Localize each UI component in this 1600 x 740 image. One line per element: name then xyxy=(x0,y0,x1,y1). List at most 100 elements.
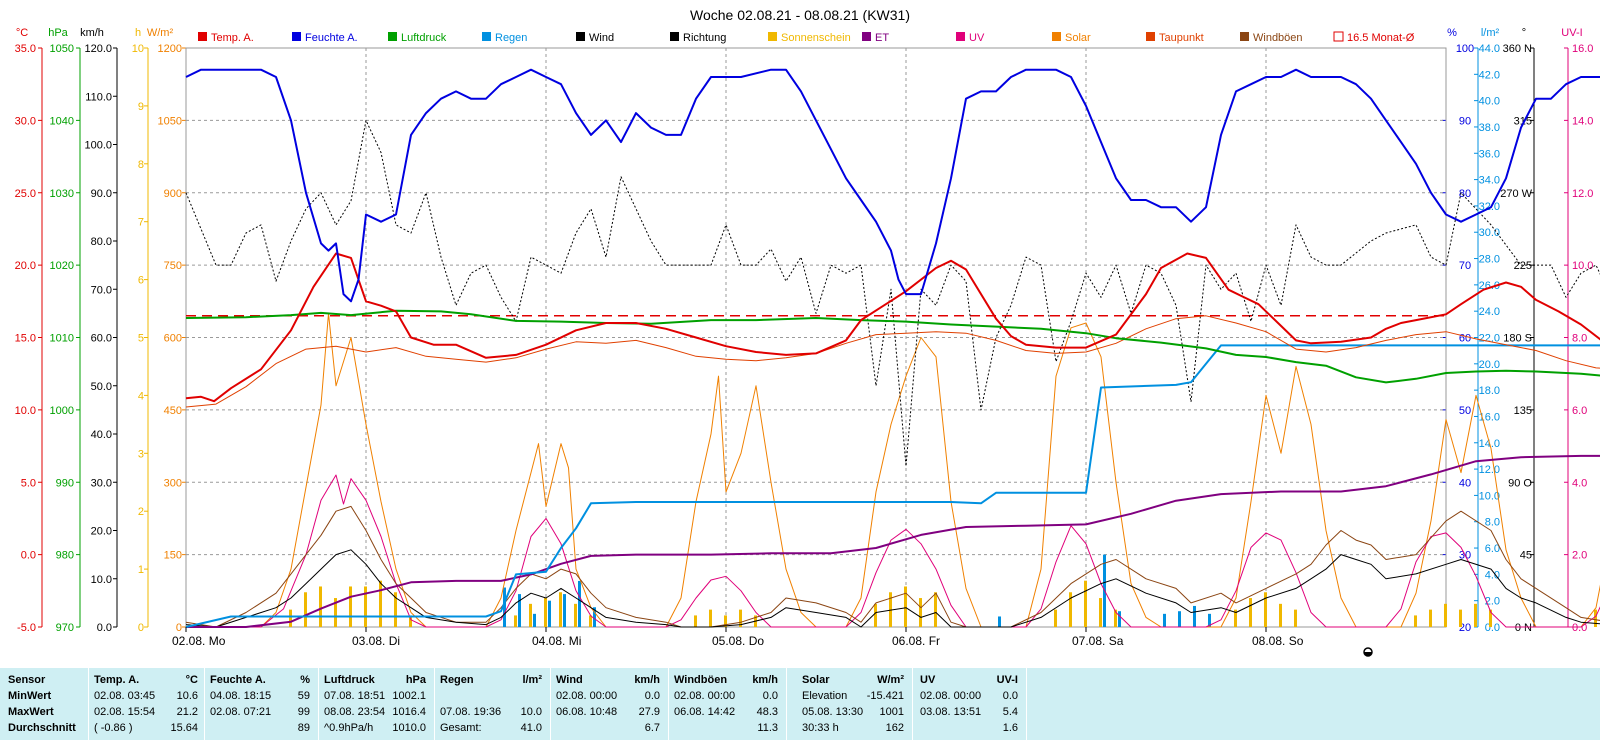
bar-sonnenschein xyxy=(1234,609,1237,627)
rain-tick-label: 6.0 xyxy=(1485,543,1500,555)
temp-tick-label: 20.0 xyxy=(15,260,36,272)
pressure-tick-label: 970 xyxy=(56,622,74,634)
direction-tick-label: 225 xyxy=(1514,260,1532,272)
stats-regen-total-label: Gesamt: xyxy=(440,722,482,734)
bar-sonnenschein xyxy=(724,615,727,627)
temp-tick-label: 15.0 xyxy=(15,333,36,345)
stats-uv-unit: UV-I xyxy=(996,674,1018,686)
bar-sonnenschein xyxy=(919,598,922,627)
chart-title: Woche 02.08.21 - 08.08.21 (KW31) xyxy=(690,7,910,23)
uv-tick-label: 12.0 xyxy=(1572,188,1593,200)
wind-axis-unit: km/h xyxy=(80,27,104,39)
bar-sonnenschein xyxy=(1429,609,1432,627)
rain-tick-label: 42.0 xyxy=(1479,69,1500,81)
legend-label: UV xyxy=(969,32,985,44)
bar-regen-intervall- xyxy=(578,580,581,627)
bar-regen-intervall- xyxy=(503,587,506,627)
uv-tick-label: 16.0 xyxy=(1572,43,1593,55)
bar-sonnenschein xyxy=(1069,592,1072,627)
now-marker-half xyxy=(1364,652,1372,656)
legend-label: Luftdruck xyxy=(401,32,447,44)
bars xyxy=(289,554,1597,627)
bar-regen-intervall- xyxy=(1118,611,1121,627)
bar-sonnenschein xyxy=(1594,609,1597,627)
stats-windboeen-header: Windböen xyxy=(674,674,728,686)
stats-feuchte-min-value: 59 xyxy=(297,690,310,702)
rain-tick-label: 30.0 xyxy=(1479,227,1500,239)
bar-regen-intervall- xyxy=(533,613,536,627)
stats-feuchte-max-value: 99 xyxy=(297,706,310,718)
stats-wind-header: Wind xyxy=(556,674,583,686)
sunshine-tick-label: 9 xyxy=(138,101,144,113)
wind-tick-label: 110.0 xyxy=(85,91,112,103)
bar-sonnenschein xyxy=(289,609,292,627)
stats-wind-block: Wind km/h 02.08. 00:00 0.0 06.08. 10:48 … xyxy=(552,668,666,740)
bar-regen-intervall- xyxy=(1178,611,1181,627)
wind-tick-label: 60.0 xyxy=(91,333,112,345)
wind-tick-label: 20.0 xyxy=(91,526,112,538)
solar-tick-label: 600 xyxy=(164,333,182,345)
bar-sonnenschein xyxy=(1114,609,1117,627)
sunshine-tick-label: 6 xyxy=(138,275,144,287)
stats-uv-min-time: 02.08. 00:00 xyxy=(920,690,982,702)
sunshine-tick-label: 5 xyxy=(138,333,144,345)
stats-luftdruck-block: Luftdruck hPa 07.08. 18:51 1002.1 08.08.… xyxy=(320,668,432,740)
solar-tick-label: 450 xyxy=(164,405,182,417)
solar-tick-label: 1050 xyxy=(158,115,182,127)
bar-sonnenschein xyxy=(1084,580,1087,627)
temp-axis-unit: °C xyxy=(16,27,28,39)
series-richtung xyxy=(185,119,1600,467)
legend-swatch xyxy=(1052,32,1061,41)
bar-regen-intervall- xyxy=(1208,613,1211,627)
legend-swatch xyxy=(956,32,965,41)
series-lines xyxy=(185,68,1600,628)
humidity-tick-label: 70 xyxy=(1459,260,1471,272)
bar-sonnenschein xyxy=(544,598,547,627)
stats-uv-max-time: 03.08. 13:51 xyxy=(920,706,982,718)
x-tick-label: 03.08. Di xyxy=(352,634,400,648)
pressure-tick-label: 1030 xyxy=(50,188,74,200)
legend-swatch xyxy=(576,32,585,41)
legend-swatch xyxy=(1333,31,1344,42)
sunshine-tick-label: 1 xyxy=(138,564,144,576)
bar-sonnenschein xyxy=(304,592,307,627)
bar-sonnenschein xyxy=(709,609,712,627)
humidity-axis-unit: % xyxy=(1447,27,1457,39)
solar-axis-unit: W/m² xyxy=(147,27,174,39)
rain-tick-label: 10.0 xyxy=(1479,490,1500,502)
uv-tick-label: 2.0 xyxy=(1572,550,1587,562)
rain-tick-label: 38.0 xyxy=(1479,122,1500,134)
stats-sensor-block: Sensor MinWert MaxWert Durchschnitt xyxy=(0,668,86,740)
stats-temp-min-value: 10.6 xyxy=(176,690,198,702)
x-tick-label: 07.08. Sa xyxy=(1072,634,1124,648)
legend-swatch xyxy=(1240,32,1249,41)
stats-solar-avg-value: 162 xyxy=(885,722,904,734)
bar-sonnenschein xyxy=(1474,603,1477,627)
stats-windboeen-max-time: 06.08. 14:42 xyxy=(674,706,736,718)
pressure-tick-label: 1000 xyxy=(50,405,74,417)
uv-tick-label: 4.0 xyxy=(1572,477,1587,489)
bar-regen-intervall- xyxy=(1163,613,1166,627)
direction-axis-unit: ° xyxy=(1522,27,1526,39)
solar-tick-label: 300 xyxy=(164,477,182,489)
direction-tick-label: 90 O xyxy=(1508,477,1532,489)
series-temp-a- xyxy=(185,252,1600,403)
stats-uv-max-value: 5.4 xyxy=(1002,706,1018,718)
x-axis: 02.08. Mo 03.08. Di 04.08. Mi 05.08. Do 06.0… xyxy=(172,627,1373,657)
sunshine-tick-label: 4 xyxy=(138,390,144,402)
wind-tick-label: 70.0 xyxy=(91,284,112,296)
bar-sonnenschein xyxy=(349,586,352,627)
wind-tick-label: 100.0 xyxy=(84,140,112,152)
bar-sonnenschein xyxy=(409,615,412,627)
solar-tick-label: 750 xyxy=(164,260,182,272)
rain-axis-unit: l/m² xyxy=(1481,27,1500,39)
stats-wind-max-value: 27.9 xyxy=(638,706,660,718)
humidity-tick-label: 50 xyxy=(1459,405,1471,417)
stats-temp-avg-note: ( -0.86 ) xyxy=(94,722,133,734)
stats-windboeen-min-value: 0.0 xyxy=(762,690,778,702)
bar-regen-intervall- xyxy=(518,594,521,627)
rain-tick-label: 2.0 xyxy=(1485,596,1500,608)
rain-tick-label: 22.0 xyxy=(1479,333,1500,345)
rain-tick-label: 28.0 xyxy=(1479,254,1500,266)
solar-tick-label: 900 xyxy=(164,188,182,200)
